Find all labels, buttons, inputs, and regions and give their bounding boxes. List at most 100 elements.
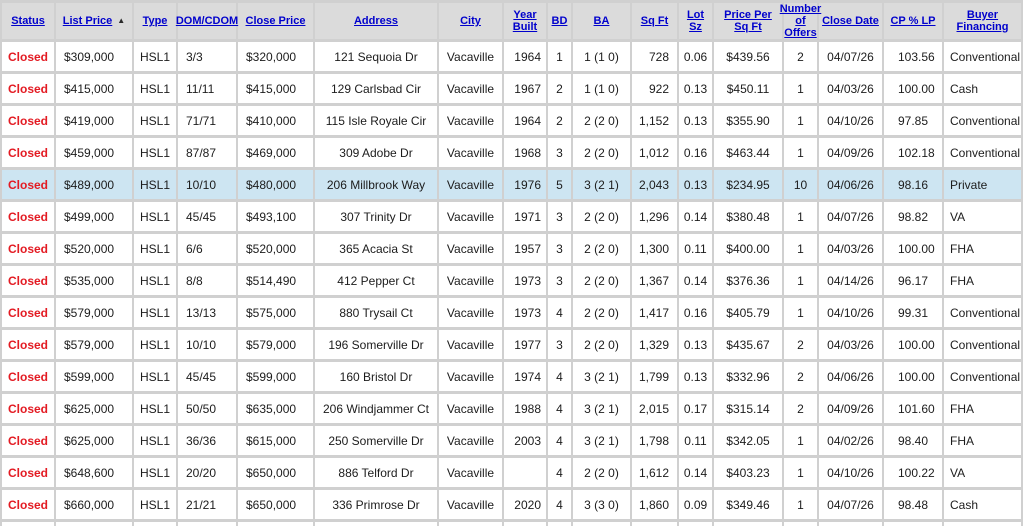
listing-row[interactable]: Closed $309,000 HSL1 3/3 $320,000 121 Sequoia… bbox=[2, 42, 1021, 71]
cell-bd: 3 bbox=[548, 202, 571, 231]
cell-offers: 1 bbox=[784, 106, 817, 135]
listing-row[interactable]: Closed $489,000 HSL1 10/10 $480,000 206 Millb… bbox=[2, 170, 1021, 199]
header-cell-offers[interactable]: Number of Offers bbox=[780, 3, 821, 39]
sort-link-status[interactable]: Status bbox=[11, 15, 45, 27]
listing-row[interactable] bbox=[2, 522, 1021, 526]
header-cell-status[interactable]: Status bbox=[2, 3, 54, 39]
cell-close_price: $493,100 bbox=[238, 202, 313, 231]
cell-list_price: $625,000 bbox=[56, 394, 132, 423]
cell-lot_sz: 0.09 bbox=[679, 490, 712, 519]
cell-dom_cdom: 87/87 bbox=[178, 138, 236, 167]
header-cell-ba[interactable]: BA bbox=[573, 3, 630, 39]
cell-type: HSL1 bbox=[134, 298, 176, 327]
cell-list_price bbox=[56, 522, 132, 526]
cell-financing: Conventional bbox=[944, 330, 1021, 359]
header-label: Financing bbox=[956, 21, 1009, 33]
sort-link-cp_pct_lp[interactable]: CP % LP bbox=[890, 15, 935, 27]
cell-sqft: 2,043 bbox=[632, 170, 677, 199]
header-label: Type bbox=[142, 15, 168, 27]
header-cell-close_date[interactable]: Close Date bbox=[819, 3, 882, 39]
listing-row[interactable]: Closed $415,000 HSL1 11/11 $415,000 129 Carls… bbox=[2, 74, 1021, 103]
sort-link-ba[interactable]: BA bbox=[594, 15, 610, 27]
listing-row[interactable]: Closed $579,000 HSL1 10/10 $579,000 196 Somer… bbox=[2, 330, 1021, 359]
header-label: Address bbox=[353, 15, 399, 27]
cell-offers: 1 bbox=[784, 490, 817, 519]
cell-sqft: 1,860 bbox=[632, 490, 677, 519]
listing-row[interactable]: Closed $599,000 HSL1 45/45 $599,000 160 Brist… bbox=[2, 362, 1021, 391]
cell-dom_cdom bbox=[178, 522, 236, 526]
listing-row[interactable]: Closed $625,000 HSL1 50/50 $635,000 206 Windj… bbox=[2, 394, 1021, 423]
cell-sqft: 1,612 bbox=[632, 458, 677, 487]
sort-link-list_price[interactable]: List Price bbox=[63, 15, 113, 27]
sort-link-financing[interactable]: Buyer Financing bbox=[957, 9, 1009, 33]
listing-row[interactable]: Closed $535,000 HSL1 8/8 $514,490 412 Pepper … bbox=[2, 266, 1021, 295]
cell-cp_pct_lp: 100.00 bbox=[884, 234, 942, 263]
header-cell-close_price[interactable]: Close Price bbox=[238, 3, 313, 39]
cell-sqft: 1,300 bbox=[632, 234, 677, 263]
header-cell-financing[interactable]: Buyer Financing bbox=[944, 3, 1021, 39]
sort-asc-icon: ▲ bbox=[117, 16, 126, 25]
listing-row[interactable]: Closed $579,000 HSL1 13/13 $575,000 880 Trysa… bbox=[2, 298, 1021, 327]
cell-close_price: $410,000 bbox=[238, 106, 313, 135]
header-cell-price_per_sqft[interactable]: Price Per Sq Ft bbox=[714, 3, 782, 39]
sort-link-type[interactable]: Type bbox=[143, 15, 168, 27]
cell-sqft: 728 bbox=[632, 42, 677, 71]
sort-link-offers[interactable]: Number of Offers bbox=[780, 3, 822, 39]
header-cell-address[interactable]: Address bbox=[315, 3, 437, 39]
sort-link-sqft[interactable]: Sq Ft bbox=[641, 15, 669, 27]
listing-row[interactable]: Closed $499,000 HSL1 45/45 $493,100 307 Trini… bbox=[2, 202, 1021, 231]
header-cell-sqft[interactable]: Sq Ft bbox=[632, 3, 677, 39]
header-cell-cp_pct_lp[interactable]: CP % LP bbox=[884, 3, 942, 39]
cell-address: 880 Trysail Ct bbox=[315, 298, 437, 327]
cell-status: Closed bbox=[2, 234, 54, 263]
cell-type: HSL1 bbox=[134, 394, 176, 423]
sort-link-close_price[interactable]: Close Price bbox=[246, 15, 306, 27]
cell-address: 160 Bristol Dr bbox=[315, 362, 437, 391]
listing-row[interactable]: Closed $660,000 HSL1 21/21 $650,000 336 Primr… bbox=[2, 490, 1021, 519]
sort-link-dom_cdom[interactable]: DOM/CDOM bbox=[176, 15, 238, 27]
listing-row[interactable]: Closed $459,000 HSL1 87/87 $469,000 309 Adobe… bbox=[2, 138, 1021, 167]
sort-link-address[interactable]: Address bbox=[354, 15, 398, 27]
cell-year_built: 1977 bbox=[504, 330, 546, 359]
listing-row[interactable]: Closed $648,600 HSL1 20/20 $650,000 886 Telfo… bbox=[2, 458, 1021, 487]
header-label: Offers bbox=[784, 27, 817, 39]
cell-bd: 3 bbox=[548, 138, 571, 167]
cell-price_per_sqft: $332.96 bbox=[714, 362, 782, 391]
cell-lot_sz: 0.11 bbox=[679, 234, 712, 263]
cell-city: Vacaville bbox=[439, 234, 502, 263]
sort-link-price_per_sqft[interactable]: Price Per Sq Ft bbox=[724, 9, 772, 33]
cell-year_built: 1973 bbox=[504, 298, 546, 327]
listing-row[interactable]: Closed $520,000 HSL1 6/6 $520,000 365 Acacia … bbox=[2, 234, 1021, 263]
cell-lot_sz: 0.13 bbox=[679, 330, 712, 359]
listing-row[interactable]: Closed $419,000 HSL1 71/71 $410,000 115 Isle … bbox=[2, 106, 1021, 135]
cell-address: 121 Sequoia Dr bbox=[315, 42, 437, 71]
sort-link-close_date[interactable]: Close Date bbox=[822, 15, 879, 27]
header-cell-type[interactable]: Type bbox=[134, 3, 176, 39]
header-cell-city[interactable]: City bbox=[439, 3, 502, 39]
header-label: List Price bbox=[62, 15, 113, 27]
sort-link-year_built[interactable]: Year Built bbox=[513, 9, 537, 33]
sort-link-city[interactable]: City bbox=[460, 15, 481, 27]
header-cell-bd[interactable]: BD bbox=[548, 3, 571, 39]
sort-link-lot_sz[interactable]: Lot Sz bbox=[687, 9, 704, 33]
header-cell-lot_sz[interactable]: Lot Sz bbox=[679, 3, 712, 39]
cell-offers: 1 bbox=[784, 202, 817, 231]
cell-type: HSL1 bbox=[134, 138, 176, 167]
cell-status: Closed bbox=[2, 106, 54, 135]
cell-status bbox=[2, 522, 54, 526]
cell-offers: 1 bbox=[784, 298, 817, 327]
sort-link-bd[interactable]: BD bbox=[552, 15, 568, 27]
header-cell-dom_cdom[interactable]: DOM/CDOM bbox=[176, 3, 238, 39]
cell-dom_cdom: 3/3 bbox=[178, 42, 236, 71]
cell-cp_pct_lp: 103.56 bbox=[884, 42, 942, 71]
cell-offers: 2 bbox=[784, 362, 817, 391]
cell-price_per_sqft: $439.56 bbox=[714, 42, 782, 71]
header-cell-year_built[interactable]: Year Built bbox=[504, 3, 546, 39]
listing-row[interactable]: Closed $625,000 HSL1 36/36 $615,000 250 Somer… bbox=[2, 426, 1021, 455]
cell-bd: 1 bbox=[548, 42, 571, 71]
cell-price_per_sqft: $315.14 bbox=[714, 394, 782, 423]
cell-close_price: $469,000 bbox=[238, 138, 313, 167]
cell-list_price: $648,600 bbox=[56, 458, 132, 487]
header-cell-list_price[interactable]: List Price ▲ bbox=[56, 3, 132, 39]
cell-city: Vacaville bbox=[439, 458, 502, 487]
